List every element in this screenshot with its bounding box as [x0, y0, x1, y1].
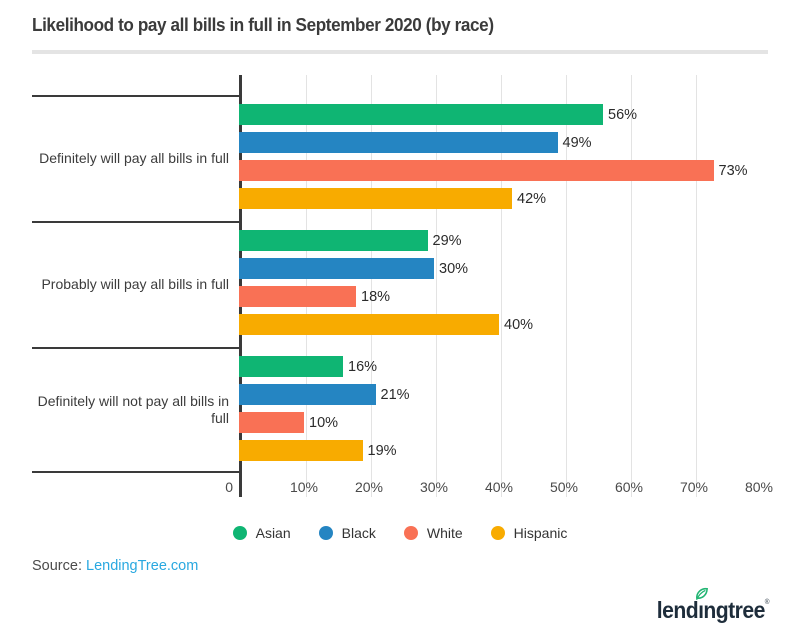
- bar-black: [239, 384, 376, 405]
- header-divider: [32, 50, 768, 54]
- bar-asian: [239, 104, 603, 125]
- bar-asian: [239, 356, 343, 377]
- bar-value-label: 42%: [517, 190, 547, 207]
- legend-color-dot: [490, 526, 505, 540]
- x-tick-label: 0: [225, 479, 233, 495]
- category-label: Definitely will not pay all bills in ful…: [32, 347, 239, 473]
- bar-row: 40%: [239, 314, 768, 335]
- bar-value-label: 30%: [439, 260, 469, 277]
- logo-text: lend: [657, 597, 699, 623]
- bar-hispanic: [239, 314, 499, 335]
- bar-asian: [239, 230, 428, 251]
- leaf-icon: [696, 587, 709, 601]
- bar-row: 30%: [239, 258, 768, 279]
- bar-value-label: 19%: [367, 442, 397, 459]
- legend-color-dot: [232, 526, 247, 540]
- category-group: Probably will pay all bills in full 29% 30…: [32, 221, 768, 347]
- bar-value-label: 29%: [432, 232, 462, 249]
- category-label: Definitely will pay all bills in full: [32, 95, 239, 221]
- bar-white: [239, 412, 304, 433]
- bar-row: 19%: [239, 440, 768, 461]
- bar-cluster: 16% 21% 10% 19%: [239, 347, 768, 473]
- chart-title: Likelihood to pay all bills in full in S…: [32, 15, 494, 35]
- bar-value-label: 56%: [608, 106, 638, 123]
- bar-row: 18%: [239, 286, 768, 307]
- x-axis-tick-labels: 0 10% 20% 30% 40% 50% 60% 70% 80%: [32, 473, 773, 499]
- bar-row: 42%: [239, 188, 768, 209]
- x-tick-label: 20%: [354, 479, 384, 495]
- category-label: Probably will pay all bills in full: [32, 221, 239, 347]
- bar-chart: Definitely will pay all bills in full 56%…: [32, 75, 773, 499]
- lendingtree-logo: lendı ngtree®: [657, 587, 770, 624]
- bar-black: [239, 258, 434, 279]
- category-group: Definitely will pay all bills in full 56%…: [32, 95, 768, 221]
- x-tick-label: 60%: [614, 479, 644, 495]
- legend-item-asian: Asian: [232, 525, 291, 541]
- logo-text: ngtree: [703, 597, 766, 623]
- legend-color-dot: [318, 526, 333, 540]
- x-tick-label: 30%: [419, 479, 449, 495]
- bar-black: [239, 132, 558, 153]
- bar-value-label: 18%: [361, 288, 391, 305]
- x-tick-label: 40%: [484, 479, 514, 495]
- bar-value-label: 73%: [718, 162, 748, 179]
- x-tick-label: 70%: [679, 479, 709, 495]
- legend-label: White: [426, 525, 463, 541]
- bar-groups: Definitely will pay all bills in full 56%…: [32, 95, 768, 473]
- legend-label: Asian: [255, 525, 291, 541]
- legend-color-dot: [403, 526, 418, 540]
- legend-label: Hispanic: [513, 525, 568, 541]
- bar-row: 73%: [239, 160, 768, 181]
- bar-row: 29%: [239, 230, 768, 251]
- bar-white: [239, 160, 714, 181]
- bar-row: 21%: [239, 384, 768, 405]
- bar-cluster: 56% 49% 73% 42%: [239, 95, 768, 221]
- bar-value-label: 10%: [309, 414, 339, 431]
- x-tick-label: 80%: [744, 479, 774, 495]
- bar-value-label: 16%: [348, 358, 378, 375]
- legend-item-black: Black: [318, 525, 376, 541]
- source-prefix: Source:: [32, 558, 86, 574]
- bar-row: 10%: [239, 412, 768, 433]
- source-link[interactable]: LendingTree.com: [86, 558, 199, 574]
- bar-row: 56%: [239, 104, 768, 125]
- bar-value-label: 40%: [504, 316, 534, 333]
- x-tick-label: 50%: [549, 479, 579, 495]
- bar-row: 16%: [239, 356, 768, 377]
- bar-cluster: 29% 30% 18% 40%: [239, 221, 768, 347]
- bar-row: 49%: [239, 132, 768, 153]
- chart-legend: Asian Black White Hispanic: [0, 520, 800, 546]
- bar-value-label: 49%: [562, 134, 592, 151]
- bar-hispanic: [239, 440, 363, 461]
- logo-letter-i: ı: [696, 587, 709, 624]
- legend-label: Black: [341, 525, 376, 541]
- legend-item-white: White: [403, 525, 463, 541]
- logo-trademark: ®: [765, 599, 770, 606]
- bar-hispanic: [239, 188, 512, 209]
- x-tick-label: 10%: [289, 479, 319, 495]
- source-line: Source: LendingTree.com: [32, 558, 198, 574]
- bar-value-label: 21%: [380, 386, 410, 403]
- legend-item-hispanic: Hispanic: [490, 525, 568, 541]
- category-group: Definitely will not pay all bills in ful…: [32, 347, 768, 473]
- bar-white: [239, 286, 356, 307]
